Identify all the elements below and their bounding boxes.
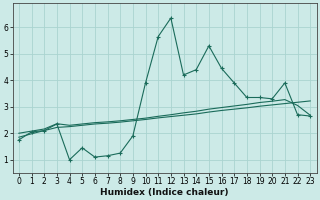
X-axis label: Humidex (Indice chaleur): Humidex (Indice chaleur): [100, 188, 229, 197]
